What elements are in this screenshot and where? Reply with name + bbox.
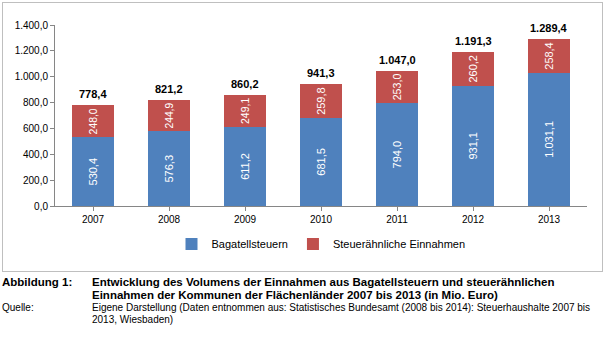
- svg-text:530,4: 530,4: [87, 158, 99, 186]
- svg-text:1.289,4: 1.289,4: [530, 22, 568, 34]
- svg-text:2013: 2013: [538, 214, 561, 225]
- svg-text:2012: 2012: [462, 214, 485, 225]
- svg-text:2008: 2008: [158, 214, 181, 225]
- svg-text:2010: 2010: [310, 214, 333, 225]
- svg-text:0,0: 0,0: [34, 201, 48, 212]
- svg-text:1.400,0: 1.400,0: [15, 20, 49, 31]
- svg-text:2007: 2007: [82, 214, 105, 225]
- svg-text:200,0: 200,0: [23, 175, 48, 186]
- svg-text:244,9: 244,9: [164, 103, 175, 129]
- svg-text:2009: 2009: [234, 214, 257, 225]
- svg-text:1.000,0: 1.000,0: [15, 71, 49, 82]
- svg-text:576,3: 576,3: [163, 155, 175, 183]
- svg-text:611,2: 611,2: [239, 153, 251, 180]
- svg-text:2011: 2011: [386, 214, 408, 225]
- svg-text:800,0: 800,0: [23, 97, 48, 108]
- html-text:Entwicklung des Volumens der E: Entwicklung des Volumens der Einnahmen a…: [92, 276, 555, 301]
- svg-text:258,4: 258,4: [543, 42, 555, 69]
- html-text:Quelle:: Quelle:: [2, 302, 34, 313]
- svg-text:941,3: 941,3: [307, 67, 335, 79]
- svg-text:259,8: 259,8: [315, 87, 327, 115]
- svg-text:931,1: 931,1: [467, 132, 479, 160]
- svg-text:Bagatellsteuern: Bagatellsteuern: [212, 238, 288, 250]
- svg-text:860,2: 860,2: [231, 78, 259, 90]
- svg-text:249,1: 249,1: [240, 98, 251, 124]
- svg-text:1.047,0: 1.047,0: [379, 54, 416, 66]
- svg-text:821,2: 821,2: [155, 83, 183, 95]
- svg-text:794,0: 794,0: [391, 141, 403, 169]
- svg-text:600,0: 600,0: [23, 123, 48, 134]
- svg-text:253,0: 253,0: [391, 74, 403, 101]
- svg-text:260,2: 260,2: [467, 55, 479, 83]
- html-text:Abbildung 1:: Abbildung 1:: [2, 276, 73, 288]
- svg-text:400,0: 400,0: [23, 149, 48, 160]
- svg-text:248,0: 248,0: [88, 108, 99, 134]
- svg-text:1.191,3: 1.191,3: [455, 35, 492, 47]
- svg-text:Steuerähnliche Einnahmen: Steuerähnliche Einnahmen: [333, 238, 465, 250]
- svg-text:1.031,1: 1.031,1: [543, 121, 555, 158]
- svg-text:681,5: 681,5: [315, 148, 327, 176]
- svg-text:1.200,0: 1.200,0: [15, 45, 49, 56]
- svg-text:778,4: 778,4: [79, 88, 107, 100]
- html-text:Eigene Darstellung (Daten entn: Eigene Darstellung (Daten entnommen aus:…: [92, 302, 591, 325]
